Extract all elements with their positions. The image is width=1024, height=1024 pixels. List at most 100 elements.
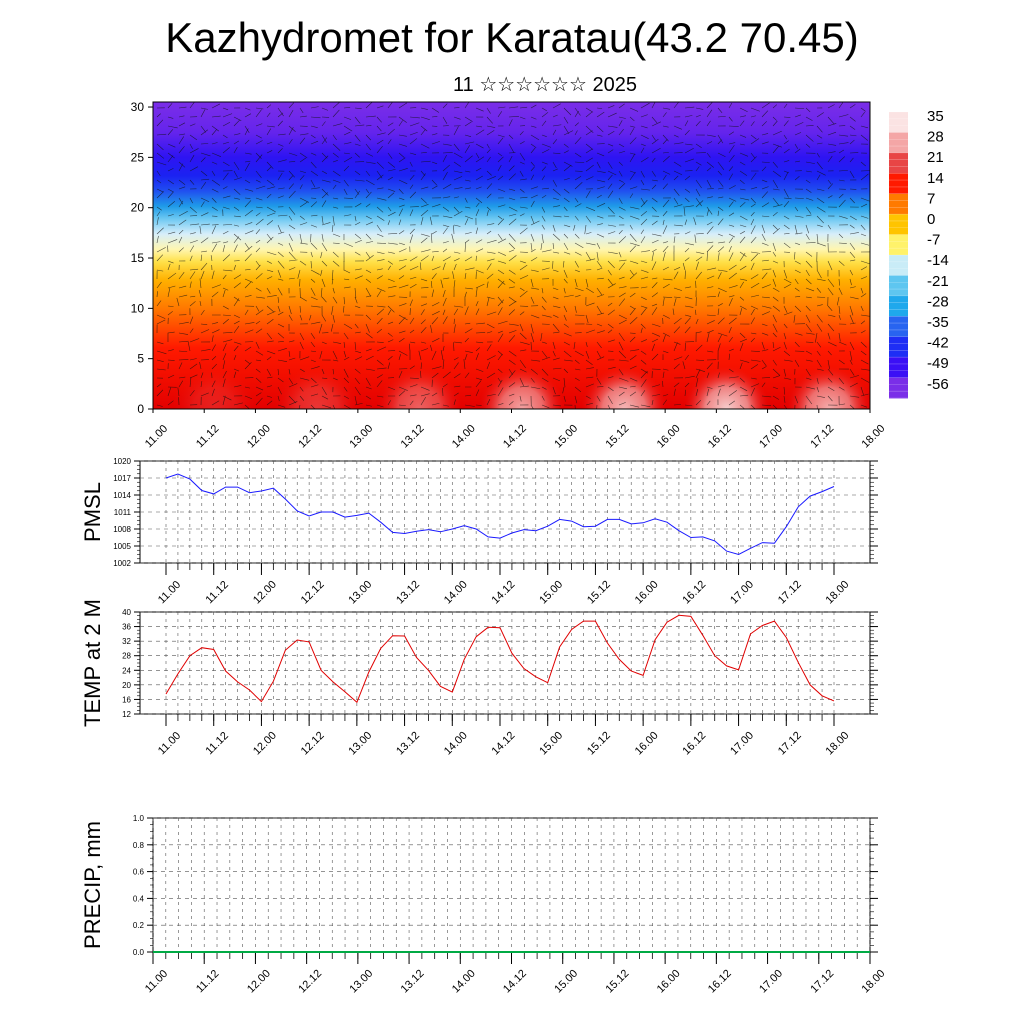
wind-arrow: [662, 380, 664, 388]
wind-arrow: [409, 161, 413, 167]
wind-arrow: [310, 384, 319, 388]
wind-arrow: [321, 121, 326, 127]
wind-arrow: [596, 125, 604, 133]
wind-arrow: [662, 170, 671, 175]
wind-arrow: [728, 264, 737, 271]
wind-arrow: [530, 116, 537, 120]
wind-arrow: [178, 179, 186, 185]
wind-arrow: [233, 298, 240, 307]
wind-arrow: [365, 251, 371, 259]
wind-arrow: [728, 297, 733, 307]
wind-arrow: [574, 251, 582, 256]
colorbar-segment: [889, 357, 908, 379]
wind-arrow: [354, 143, 361, 146]
wind-arrow: [629, 128, 635, 136]
wind-arrow: [684, 305, 694, 308]
wind-arrow: [464, 256, 473, 262]
wind-arrow: [640, 157, 649, 163]
wind-arrow: [266, 220, 274, 226]
wind-arrow: [673, 125, 682, 130]
wind-arrow: [354, 275, 363, 280]
wind-arrow: [816, 395, 825, 398]
wind-arrow: [255, 239, 261, 244]
wind-arrow: [310, 152, 317, 156]
wind-arrow: [541, 215, 546, 222]
wind-arrow: [717, 384, 725, 388]
wind-arrow: [574, 215, 579, 221]
wind-arrow: [783, 140, 789, 145]
wind-arrow: [684, 129, 690, 136]
wind-arrow: [651, 353, 659, 361]
wind-arrow: [519, 213, 525, 217]
wind-arrow: [849, 116, 856, 122]
wind-arrow: [431, 317, 439, 325]
wind-arrow: [200, 125, 207, 133]
wind-arrow: [750, 332, 757, 335]
wind-arrow: [255, 368, 261, 373]
wind-arrow: [233, 371, 237, 379]
wind-arrow: [552, 323, 560, 332]
wind-arrow: [475, 156, 485, 163]
wind-arrow: [211, 356, 217, 361]
wind-arrow: [772, 287, 780, 292]
hot-spot: [376, 366, 463, 409]
wind-arrow: [475, 287, 478, 298]
wind-arrow: [695, 161, 702, 166]
wind-arrow: [365, 404, 372, 407]
wind-arrow: [563, 197, 570, 203]
wind-arrow: [255, 320, 261, 325]
wind-arrow: [365, 215, 372, 220]
wind-arrow: [222, 289, 226, 298]
wind-arrow: [255, 134, 262, 139]
wind-arrow: [772, 161, 779, 168]
wind-arrow: [827, 368, 834, 376]
xtick-label: 14.00: [442, 730, 470, 758]
wind-arrow: [640, 308, 647, 316]
wind-arrow: [651, 134, 656, 141]
wind-arrow: [409, 384, 418, 388]
wind-arrow: [233, 355, 237, 361]
wind-arrow: [508, 286, 515, 289]
wind-arrow: [233, 282, 241, 289]
wind-arrow: [673, 382, 680, 388]
wind-arrow: [508, 218, 517, 226]
wind-arrow: [156, 247, 166, 253]
wind-arrow: [530, 233, 535, 242]
wind-arrow: [596, 305, 602, 314]
wind-arrow: [475, 283, 485, 289]
wind-arrow: [805, 332, 815, 335]
wind-arrow: [343, 165, 350, 172]
wind-arrow: [431, 338, 440, 343]
wind-arrow: [574, 175, 582, 181]
wind-arrow: [354, 107, 362, 109]
wind-arrow: [486, 206, 491, 211]
wind-arrow: [343, 332, 349, 340]
wind-arrow: [299, 157, 307, 163]
wind-arrow: [255, 229, 261, 235]
wind-arrow: [431, 273, 437, 280]
wind-arrow: [739, 143, 745, 146]
wind-arrow: [365, 203, 371, 208]
wind-arrow: [376, 367, 387, 370]
wind-arrow: [706, 221, 713, 226]
wind-arrow: [618, 143, 625, 148]
wind-arrow: [519, 260, 526, 264]
wind-arrow: [233, 161, 240, 171]
heatmap-xtick-label: 11.12: [194, 423, 221, 450]
wind-arrow: [607, 323, 614, 329]
wind-arrow: [475, 389, 480, 397]
wind-arrow: [695, 233, 704, 235]
wind-arrow: [266, 161, 274, 169]
wind-arrow: [266, 260, 272, 264]
wind-arrow: [629, 186, 638, 190]
wind-arrow: [189, 123, 196, 127]
wind-arrow: [540, 242, 543, 251]
wind-arrow: [255, 109, 262, 118]
wind-arrow: [563, 233, 569, 239]
wind-arrow: [816, 314, 823, 323]
wind-arrow: [233, 116, 242, 122]
wind-arrow: [651, 102, 656, 109]
wind-arrow: [640, 305, 648, 309]
wind-arrow: [211, 125, 220, 132]
wind-arrow: [552, 205, 561, 208]
